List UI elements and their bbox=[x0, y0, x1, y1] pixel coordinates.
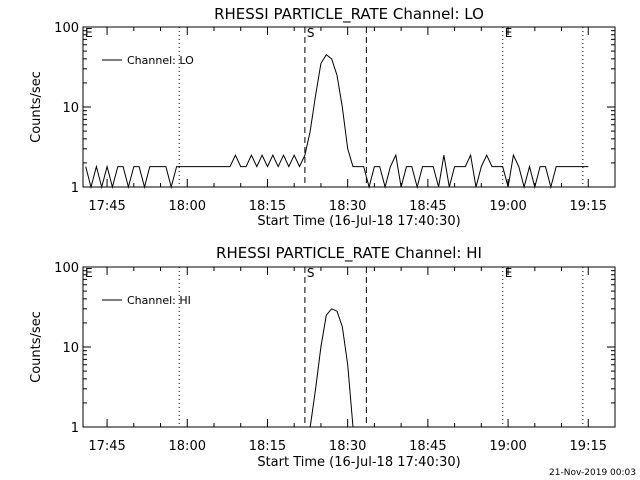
chart-title: RHESSI PARTICLE_RATE Channel: HI bbox=[216, 244, 482, 263]
y-tick-label: 10 bbox=[62, 341, 79, 356]
plot-frame bbox=[82, 266, 616, 428]
chart-title: RHESSI PARTICLE_RATE Channel: LO bbox=[214, 5, 484, 24]
x-tick-label: 19:00 bbox=[489, 439, 526, 454]
y-tick-label: 100 bbox=[54, 21, 79, 36]
x-tick-label: 18:30 bbox=[329, 199, 366, 214]
x-axis-label: Start Time (16-Jul-18 17:40:30) bbox=[257, 455, 460, 470]
x-tick-label: 19:00 bbox=[489, 199, 526, 214]
x-tick-label: 17:45 bbox=[88, 199, 125, 214]
footer-timestamp: 21-Nov-2019 00:03 bbox=[549, 468, 636, 478]
x-tick-label: 18:00 bbox=[169, 439, 206, 454]
x-tick-label: 17:45 bbox=[88, 439, 125, 454]
x-tick-label: 18:45 bbox=[409, 199, 446, 214]
x-tick-label: 18:45 bbox=[409, 439, 446, 454]
y-axis-label: Counts/sec bbox=[29, 71, 44, 143]
marker-label: E bbox=[85, 26, 93, 40]
y-tick-label: 10 bbox=[62, 101, 79, 116]
legend-label: Channel: HI bbox=[127, 294, 191, 307]
chart-panel-hi: RHESSI PARTICLE_RATE Channel: HI 1 10 100 17… bbox=[29, 244, 616, 470]
x-tick-label: 19:15 bbox=[570, 199, 607, 214]
marker-label: E bbox=[505, 26, 513, 40]
x-axis-label: Start Time (16-Jul-18 17:40:30) bbox=[257, 214, 460, 229]
y-tick-label: 1 bbox=[71, 181, 79, 196]
marker-label: S bbox=[307, 266, 315, 280]
legend-label: Channel: LO bbox=[127, 54, 194, 67]
x-tick-label: 18:00 bbox=[169, 199, 206, 214]
series-line bbox=[85, 53, 589, 189]
marker-label: S bbox=[307, 26, 315, 40]
marker-label: E bbox=[85, 266, 93, 280]
y-tick-label: 100 bbox=[54, 261, 79, 276]
chart-panel-lo: RHESSI PARTICLE_RATE Channel: LO 1 10 100 17… bbox=[29, 5, 616, 229]
x-tick-label: 19:15 bbox=[570, 439, 607, 454]
y-axis-label: Counts/sec bbox=[29, 311, 44, 383]
x-tick-label: 18:15 bbox=[249, 439, 286, 454]
x-tick-label: 18:30 bbox=[329, 439, 366, 454]
y-tick-label: 1 bbox=[71, 421, 79, 436]
series-line bbox=[309, 308, 354, 428]
plot-frame bbox=[82, 26, 616, 188]
marker-label: E bbox=[505, 266, 513, 280]
x-tick-label: 18:15 bbox=[249, 199, 286, 214]
